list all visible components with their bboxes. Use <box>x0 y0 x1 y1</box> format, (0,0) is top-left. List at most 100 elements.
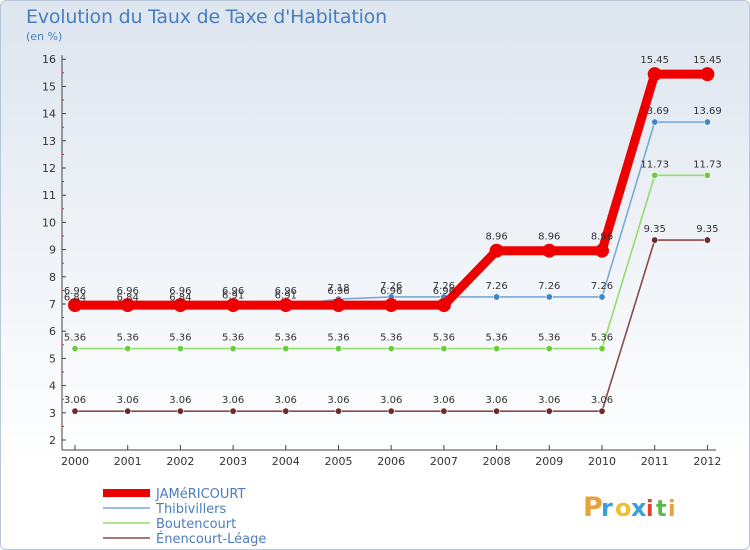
data-label: 8.96 <box>591 232 613 243</box>
data-point <box>700 67 715 82</box>
axes: 2 3 4 5 6 7 8 9 10 11 12 13 14 15 16 2000 2001 2002 2003 20… <box>42 53 721 468</box>
x-tick-label: 2007 <box>430 455 458 468</box>
legend-label: Boutencourt <box>156 517 236 532</box>
data-point <box>229 345 237 353</box>
series-line <box>70 69 712 310</box>
data-label: 3.06 <box>117 395 139 406</box>
y-tick-label: 12 <box>42 162 56 175</box>
data-label: 6.84 <box>169 292 191 303</box>
y-tick-label: 6 <box>49 325 56 338</box>
data-label: 15.45 <box>693 55 722 66</box>
data-label: 3.06 <box>538 395 560 406</box>
data-label: 5.36 <box>222 333 244 344</box>
logo-letter: r <box>601 494 613 522</box>
data-label: 6.96 <box>327 286 349 297</box>
data-label: 7.26 <box>591 281 613 292</box>
y-tick-label: 7 <box>49 298 56 311</box>
data-point <box>598 345 606 353</box>
x-tick-label: 2004 <box>272 455 300 468</box>
x-tick-label: 2012 <box>693 455 721 468</box>
data-point <box>651 118 659 126</box>
data-label: 5.36 <box>433 333 455 344</box>
series-line <box>74 239 709 412</box>
data-label: 6.96 <box>169 286 191 297</box>
data-label: 3.06 <box>591 395 613 406</box>
data-label: 9.35 <box>644 224 666 235</box>
data-point <box>545 407 553 415</box>
chart-title: Evolution du Taux de Taxe d'Habitation <box>26 6 387 28</box>
data-point <box>176 407 184 415</box>
data-point <box>436 298 451 313</box>
data-point <box>651 171 659 179</box>
data-label: 6.96 <box>117 286 139 297</box>
data-label: 6.96 <box>275 286 297 297</box>
data-label: 8.96 <box>485 232 507 243</box>
data-label: 6.96 <box>433 286 455 297</box>
y-tick-label: 10 <box>42 216 56 229</box>
x-tick-label: 2009 <box>535 455 563 468</box>
data-label: 5.36 <box>64 333 86 344</box>
logo-letter: o <box>615 494 632 522</box>
y-tick-label: 14 <box>42 108 56 121</box>
data-point <box>489 243 504 258</box>
y-tick-label: 3 <box>49 407 56 420</box>
data-point <box>71 407 79 415</box>
data-point <box>595 243 609 258</box>
data-label: 9.35 <box>696 224 718 235</box>
x-tick-label: 2008 <box>483 455 511 468</box>
y-tick-label: 13 <box>42 135 56 148</box>
data-label: 6.96 <box>380 286 402 297</box>
data-point <box>493 345 501 353</box>
data-label: 3.06 <box>485 395 507 406</box>
x-tick-label: 2011 <box>641 455 669 468</box>
x-tick-label: 2001 <box>114 455 142 468</box>
data-point <box>124 407 132 415</box>
data-label: 6.96 <box>64 286 86 297</box>
data-point <box>493 407 501 415</box>
legend-label: Thibivillers <box>155 502 227 517</box>
data-label: 5.36 <box>275 333 297 344</box>
data-label: 5.36 <box>538 333 560 344</box>
data-label: 3.06 <box>380 395 402 406</box>
data-label: 3.06 <box>169 395 191 406</box>
data-label: 7.26 <box>485 281 507 292</box>
logo-letter: i <box>646 497 654 522</box>
legend-label: Énencourt-Léage <box>156 531 266 547</box>
data-label: 6.91 <box>275 290 297 301</box>
data-point <box>387 345 395 353</box>
data-point <box>229 407 237 415</box>
data-point <box>545 345 553 353</box>
data-point <box>440 345 448 353</box>
data-label: 8.96 <box>538 232 560 243</box>
y-tick-label: 15 <box>42 80 56 93</box>
data-label: 5.36 <box>327 333 349 344</box>
data-label: 3.06 <box>222 395 244 406</box>
proxiti-logo: Pr o x i t i <box>583 492 676 523</box>
data-label: 6.84 <box>117 292 139 303</box>
x-tick-label: 2006 <box>377 455 405 468</box>
y-tick-label: 16 <box>42 53 56 66</box>
data-point <box>598 293 606 301</box>
x-tick-label: 2003 <box>219 455 247 468</box>
data-point <box>651 236 659 244</box>
legend: JAMéRICOURTThibivillersBoutencourtÉnenco… <box>103 487 266 547</box>
data-point <box>120 298 135 313</box>
data-point <box>71 345 79 353</box>
x-tick-label: 2005 <box>325 455 353 468</box>
data-label: 5.36 <box>591 333 613 344</box>
data-label: 13.69 <box>693 106 722 117</box>
data-label: 6.96 <box>222 286 244 297</box>
data-label: 6.84 <box>64 292 86 303</box>
data-point <box>545 293 553 301</box>
x-tick-label: 2010 <box>588 455 616 468</box>
data-label: 5.36 <box>380 333 402 344</box>
y-tick-label: 9 <box>49 244 56 257</box>
data-label: 3.06 <box>327 395 349 406</box>
logo-letter: t <box>656 497 667 522</box>
data-label: 7.26 <box>538 281 560 292</box>
data-point <box>334 345 342 353</box>
data-label: 5.36 <box>485 333 507 344</box>
logo-letter: i <box>668 497 676 522</box>
x-tick-label: 2002 <box>166 455 194 468</box>
